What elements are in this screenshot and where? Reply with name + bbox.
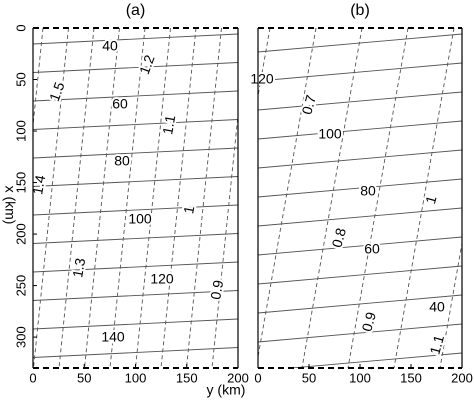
contour-label: 40 <box>102 38 118 54</box>
dashed-contour <box>301 28 363 368</box>
contour-label: 1.4 <box>29 174 48 196</box>
x-tick-label: 100 <box>125 370 147 385</box>
y-tick-label: 250 <box>13 275 28 297</box>
dashed-contour <box>160 28 197 368</box>
solid-contour <box>258 294 462 314</box>
solid-contour <box>258 265 462 285</box>
solid-contour <box>33 204 238 216</box>
x-tick-label: 0 <box>29 370 36 385</box>
contour-label: 1 <box>180 204 197 215</box>
x-tick-label: 100 <box>349 370 371 385</box>
dashed-contour <box>439 240 462 368</box>
x-tick-label: 0 <box>254 370 261 385</box>
x-tick-label: 200 <box>227 370 249 385</box>
solid-contour <box>258 236 462 256</box>
solid-contour <box>33 33 238 45</box>
contour-label: 1 <box>422 194 440 206</box>
contour-label: 40 <box>429 299 445 315</box>
solid-contour <box>258 323 462 343</box>
solid-contour <box>258 33 462 53</box>
solid-contour <box>286 352 462 368</box>
contour-label: 80 <box>360 183 376 199</box>
solid-contour <box>33 290 238 301</box>
solid-contour <box>33 119 238 130</box>
dashed-contour <box>84 28 120 368</box>
solid-contour <box>33 347 238 358</box>
dashed-contour <box>186 28 222 368</box>
solid-contour <box>258 62 462 82</box>
y-tick-label: 200 <box>13 223 28 245</box>
solid-contour <box>258 91 462 111</box>
dashed-contour <box>135 28 171 368</box>
contour-label: 120 <box>250 71 274 87</box>
y-tick-label: 300 <box>13 326 28 348</box>
x-axis-label: y (km) <box>207 382 246 398</box>
contour-label: 0.7 <box>299 93 320 116</box>
y-tick-label: 150 <box>13 172 28 194</box>
contour-label: 140 <box>101 329 125 345</box>
contour-label: 60 <box>364 241 380 257</box>
x-tick-label: 150 <box>176 370 198 385</box>
solid-contour <box>258 149 462 169</box>
contour-label: 1.1 <box>159 114 178 136</box>
dashed-contour <box>258 28 317 360</box>
contour-label: 80 <box>114 153 130 169</box>
contour-lines <box>33 28 238 368</box>
contour-label: 0.9 <box>207 279 226 301</box>
solid-contour <box>33 90 238 102</box>
contour-lines <box>258 28 462 368</box>
x-tick-label: 50 <box>302 370 316 385</box>
contour-label: 0.8 <box>329 226 350 249</box>
y-tick-label: 0 <box>13 24 28 31</box>
solid-contour <box>33 147 238 159</box>
solid-contour <box>33 176 238 187</box>
contour-label: 0.9 <box>359 310 380 333</box>
dashed-contour <box>211 111 238 368</box>
contour-label: 100 <box>318 126 342 142</box>
y-tick-label: 50 <box>13 72 28 86</box>
dashed-contour <box>258 28 271 99</box>
x-tick-label: 150 <box>400 370 422 385</box>
contour-label: 1.3 <box>69 257 88 279</box>
y-axis-label: x (km) <box>2 186 18 225</box>
contour-label: 100 <box>128 211 152 227</box>
solid-contour <box>33 233 238 244</box>
solid-contour <box>258 178 462 198</box>
contour-label: 60 <box>112 96 128 112</box>
contour-label: 1.2 <box>136 52 158 76</box>
panel-title: (b) <box>350 2 370 19</box>
dashed-contour <box>33 28 44 130</box>
contour-label: 120 <box>150 271 174 287</box>
solid-contour <box>33 261 238 273</box>
solid-contour <box>33 62 238 73</box>
dashed-contour <box>347 28 409 368</box>
dashed-contour <box>58 28 95 368</box>
panel-title: (a) <box>126 2 146 19</box>
dashed-contour <box>109 28 146 368</box>
y-tick-label: 100 <box>13 120 28 142</box>
solid-contour <box>258 207 462 227</box>
x-tick-label: 200 <box>451 370 473 385</box>
solid-contour <box>33 318 238 330</box>
dashed-contour <box>393 28 455 368</box>
x-tick-label: 50 <box>77 370 91 385</box>
dashed-contour <box>33 28 69 368</box>
solid-contour <box>258 120 462 140</box>
contour-label: 1.1 <box>427 333 448 356</box>
